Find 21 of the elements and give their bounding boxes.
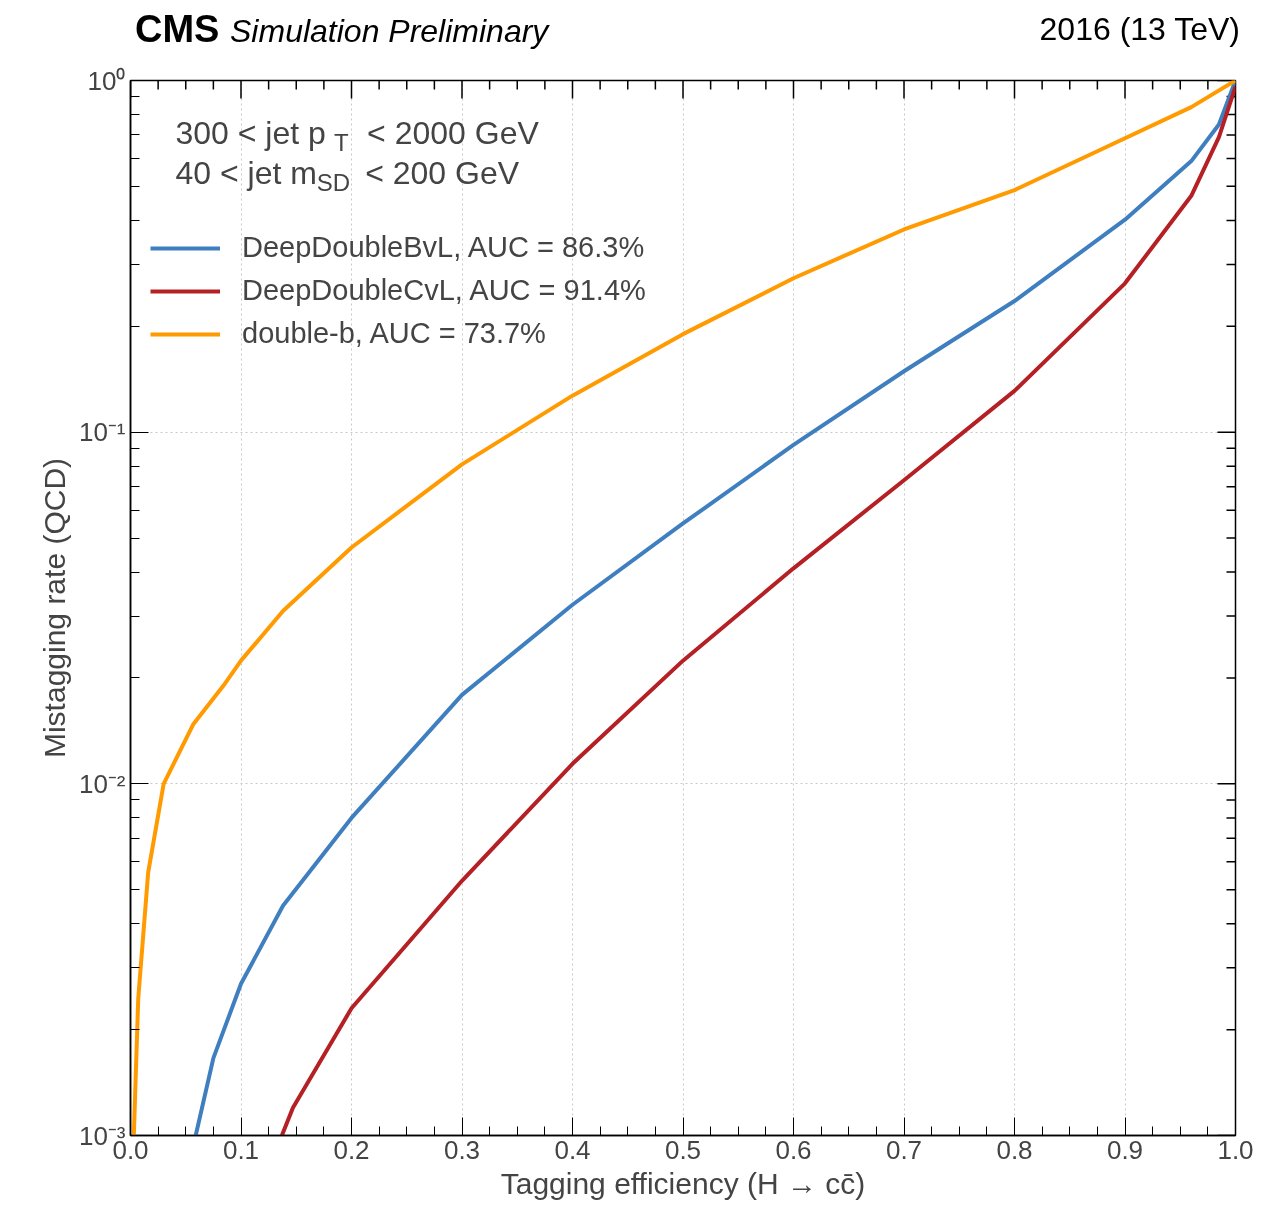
x-tick-label: 0.5 [664,1134,702,1165]
x-tick-label: 0.7 [885,1134,923,1165]
x-tick-label: 0.8 [996,1134,1033,1165]
y-axis-title: Mistagging rate (QCD) [37,457,71,759]
x-tick-label: 1.0 [1217,1134,1254,1165]
x-tick-label: 0.6 [775,1134,812,1165]
legend-label: DeepDoubleBvL, AUC = 86.3% [242,231,645,264]
x-tick-label: 0.3 [443,1134,481,1165]
text: CMS [135,8,220,50]
legend-label: double-b, AUC = 73.7% [242,317,546,350]
y-tick-label: 10⁻¹ [78,417,126,448]
text: Simulation Preliminary [230,13,549,49]
legend-label: DeepDoubleCvL, AUC = 91.4% [242,274,646,307]
x-tick-label: 0.2 [333,1134,370,1165]
text: 2016 (13 TeV) [1039,10,1240,49]
x-axis-title: Tagging efficiency (H → cc̄) [500,1166,866,1200]
y-tick-label: 10⁻² [78,768,126,799]
x-tick-label: 0.9 [1106,1134,1144,1165]
y-tick-label: 10⁰ [87,65,126,96]
x-tick-label: 0.1 [222,1134,260,1165]
x-tick-label: 0.4 [554,1134,591,1165]
